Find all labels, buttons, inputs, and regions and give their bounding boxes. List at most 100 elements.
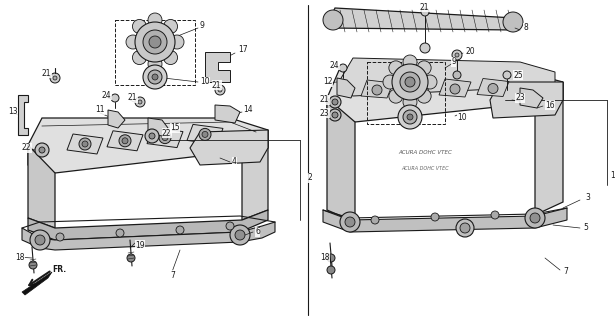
Text: 24: 24 <box>102 91 112 100</box>
Circle shape <box>455 53 459 57</box>
Text: 21: 21 <box>128 93 138 102</box>
Circle shape <box>35 235 45 245</box>
Circle shape <box>407 114 413 120</box>
Text: 5: 5 <box>583 223 588 233</box>
Circle shape <box>456 219 474 237</box>
Text: 13: 13 <box>8 108 18 116</box>
Circle shape <box>403 55 417 69</box>
Circle shape <box>164 51 178 65</box>
Text: 22: 22 <box>22 143 31 153</box>
Polygon shape <box>327 98 355 222</box>
Polygon shape <box>28 145 55 228</box>
Circle shape <box>53 76 57 80</box>
Circle shape <box>35 143 49 157</box>
Text: 15: 15 <box>170 124 180 132</box>
Circle shape <box>126 35 140 49</box>
Polygon shape <box>330 8 515 30</box>
Circle shape <box>132 51 146 65</box>
Polygon shape <box>22 222 275 250</box>
Circle shape <box>339 64 347 72</box>
Circle shape <box>127 254 135 262</box>
Bar <box>115 20 195 85</box>
Polygon shape <box>490 82 563 118</box>
Circle shape <box>491 211 499 219</box>
Text: 18: 18 <box>320 253 330 262</box>
Text: 12: 12 <box>323 77 333 86</box>
Circle shape <box>143 30 167 54</box>
Circle shape <box>329 96 341 108</box>
Circle shape <box>148 13 162 27</box>
Text: 24: 24 <box>330 60 339 69</box>
Text: 9: 9 <box>200 20 205 29</box>
Text: 9: 9 <box>451 58 456 67</box>
Circle shape <box>199 128 211 140</box>
Polygon shape <box>439 79 471 97</box>
Text: 7: 7 <box>170 270 175 279</box>
Circle shape <box>152 74 158 80</box>
Text: 2: 2 <box>307 173 312 182</box>
Text: 7: 7 <box>563 268 568 276</box>
Circle shape <box>340 212 360 232</box>
Circle shape <box>372 85 382 95</box>
Text: 1: 1 <box>610 171 615 180</box>
Text: 18: 18 <box>15 252 25 261</box>
Polygon shape <box>205 52 230 82</box>
Polygon shape <box>340 58 555 96</box>
Circle shape <box>162 135 168 140</box>
Text: 21: 21 <box>42 68 52 77</box>
Circle shape <box>215 85 225 95</box>
Circle shape <box>410 84 420 94</box>
Text: 23: 23 <box>515 93 525 102</box>
Circle shape <box>417 89 431 103</box>
Text: 4: 4 <box>232 157 237 166</box>
Circle shape <box>400 72 420 92</box>
Polygon shape <box>18 95 28 135</box>
Text: 3: 3 <box>585 194 590 203</box>
Text: 20: 20 <box>465 47 475 57</box>
Polygon shape <box>148 118 168 136</box>
Circle shape <box>135 22 175 62</box>
Circle shape <box>149 133 155 139</box>
Circle shape <box>530 213 540 223</box>
Circle shape <box>230 225 250 245</box>
Circle shape <box>50 73 60 83</box>
Polygon shape <box>337 78 355 98</box>
Polygon shape <box>108 110 125 128</box>
Circle shape <box>403 95 417 109</box>
Polygon shape <box>28 210 268 240</box>
Polygon shape <box>67 134 103 154</box>
Circle shape <box>148 57 162 71</box>
Text: 11: 11 <box>95 106 105 115</box>
Circle shape <box>149 36 161 48</box>
Circle shape <box>525 208 545 228</box>
Polygon shape <box>520 88 543 108</box>
Circle shape <box>332 112 338 118</box>
Circle shape <box>488 84 498 93</box>
Circle shape <box>389 89 403 103</box>
Circle shape <box>235 230 245 240</box>
Circle shape <box>164 20 178 34</box>
Circle shape <box>450 84 460 94</box>
Circle shape <box>116 229 124 237</box>
Polygon shape <box>477 78 509 97</box>
Circle shape <box>405 77 415 87</box>
Circle shape <box>503 71 511 79</box>
Circle shape <box>176 226 184 234</box>
Circle shape <box>122 138 128 144</box>
Text: 17: 17 <box>238 45 248 54</box>
Text: 21: 21 <box>420 3 429 12</box>
Circle shape <box>111 94 119 102</box>
Text: 19: 19 <box>135 241 145 250</box>
Polygon shape <box>327 68 563 122</box>
Circle shape <box>420 43 430 53</box>
Circle shape <box>39 147 45 153</box>
Circle shape <box>145 129 159 143</box>
Bar <box>367 62 445 124</box>
Circle shape <box>417 61 431 75</box>
Circle shape <box>82 141 88 147</box>
Circle shape <box>159 132 171 144</box>
Circle shape <box>453 71 461 79</box>
Polygon shape <box>187 124 223 144</box>
Text: 14: 14 <box>243 106 253 115</box>
Polygon shape <box>242 130 268 220</box>
